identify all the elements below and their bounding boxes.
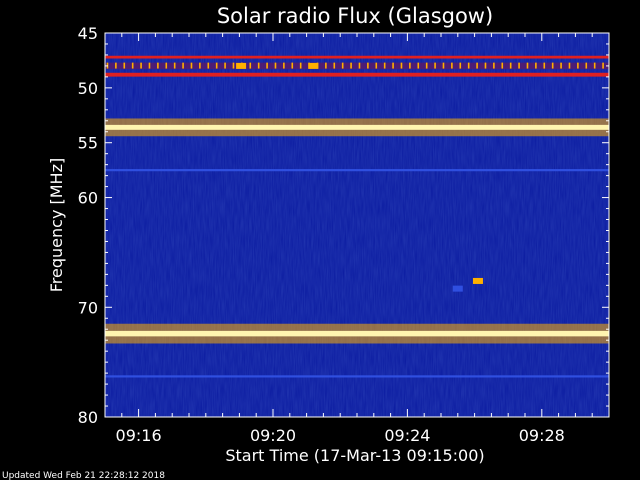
band-line — [105, 169, 609, 172]
y-tick-label: 60 — [78, 189, 98, 208]
band-periodic-tick — [115, 62, 117, 69]
burst — [452, 285, 463, 292]
band-periodic-tick — [350, 62, 352, 69]
chart-title: Solar radio Flux (Glasgow) — [217, 4, 493, 28]
band-periodic-tick — [518, 62, 520, 69]
band-periodic-tick — [341, 62, 344, 69]
band-periodic-tick — [535, 62, 537, 69]
band-periodic-tick — [568, 62, 571, 69]
y-tick-label: 55 — [78, 134, 98, 153]
band-periodic-tick — [299, 62, 302, 69]
band-periodic-tick — [123, 62, 126, 69]
updated-timestamp: Updated Wed Feb 21 22:28:12 2018 — [2, 471, 165, 480]
band-periodic-tick — [459, 62, 462, 69]
y-tick-label: 70 — [78, 298, 98, 317]
band-periodic-tick — [157, 62, 159, 69]
band-periodic-tick — [392, 62, 394, 69]
band-core — [105, 124, 609, 130]
band-periodic-tick — [425, 62, 428, 69]
band-periodic-tick — [551, 62, 554, 69]
band-periodic-tick — [224, 62, 226, 69]
y-tick-label: 45 — [78, 24, 98, 43]
band-periodic-tick — [291, 62, 294, 69]
bands-layer — [105, 55, 613, 378]
band-periodic-tick — [215, 62, 218, 69]
band-periodic-tick — [501, 62, 504, 69]
noise-texture — [105, 33, 609, 417]
band-periodic-tick — [207, 62, 210, 69]
y-tick-label: 80 — [78, 408, 98, 427]
band-periodic-tick — [367, 62, 369, 69]
band-periodic-tick — [560, 62, 562, 69]
band-periodic-tick — [148, 62, 151, 69]
band-periodic-tick — [434, 62, 436, 69]
band-periodic-tick — [543, 62, 546, 69]
band-periodic-tick — [190, 62, 193, 69]
band-periodic-tick — [577, 62, 579, 69]
band-periodic-tick — [476, 62, 478, 69]
band-line — [105, 72, 609, 77]
band-periodic-tick — [526, 62, 529, 69]
band-periodic-tick — [173, 62, 176, 69]
band-periodic-tick — [451, 62, 453, 69]
band-core — [105, 330, 609, 337]
band-periodic-tick — [325, 62, 327, 69]
band-periodic-tick — [232, 62, 235, 69]
burst — [308, 62, 319, 69]
x-tick-label: 09:28 — [519, 426, 565, 445]
band-periodic-tick — [611, 63, 613, 69]
band-periodic-tick — [383, 62, 386, 69]
band-periodic-tick — [442, 62, 445, 69]
band-periodic-tick — [266, 62, 268, 69]
band-periodic-tick — [333, 62, 336, 69]
band-periodic-tick — [140, 62, 142, 69]
band-periodic-tick — [131, 62, 134, 69]
band-periodic-tick — [409, 62, 411, 69]
band-periodic-tick — [165, 62, 168, 69]
band-periodic-tick — [400, 62, 403, 69]
band-periodic-base — [105, 62, 609, 70]
x-axis: 09:16 09:20 09:24 09:28 — [104, 33, 610, 445]
x-axis-label: Start Time (17-Mar-13 09:15:00) — [225, 446, 484, 465]
burst — [236, 62, 247, 69]
burst — [472, 277, 483, 284]
band-periodic-tick — [417, 62, 420, 69]
band-periodic-tick — [283, 62, 285, 69]
band-periodic-tick — [493, 62, 495, 69]
y-axis: 45 50 55 60 70 80 — [78, 24, 609, 427]
band-periodic-tick — [593, 62, 596, 69]
y-axis-label: Frequency [MHz] — [47, 158, 66, 292]
band-periodic-tick — [375, 62, 378, 69]
x-tick-label: 09:16 — [116, 426, 162, 445]
band-periodic-tick — [182, 62, 184, 69]
x-tick-label: 09:24 — [384, 426, 430, 445]
band-periodic-tick — [274, 62, 277, 69]
band-periodic-tick — [249, 62, 252, 69]
y-tick-label: 50 — [78, 79, 98, 98]
bursts-layer — [236, 62, 483, 292]
band-line — [105, 55, 609, 59]
x-tick-label: 09:20 — [250, 426, 296, 445]
band-periodic-tick — [585, 62, 588, 69]
band-periodic-tick — [467, 62, 470, 69]
band-line — [105, 375, 609, 378]
band-periodic-tick — [199, 62, 201, 69]
band-periodic-tick — [509, 62, 512, 69]
band-periodic-tick — [257, 62, 260, 69]
band-periodic-tick — [358, 62, 361, 69]
band-periodic-tick — [602, 62, 604, 69]
plot-area — [105, 33, 613, 417]
band-periodic-tick — [484, 62, 487, 69]
